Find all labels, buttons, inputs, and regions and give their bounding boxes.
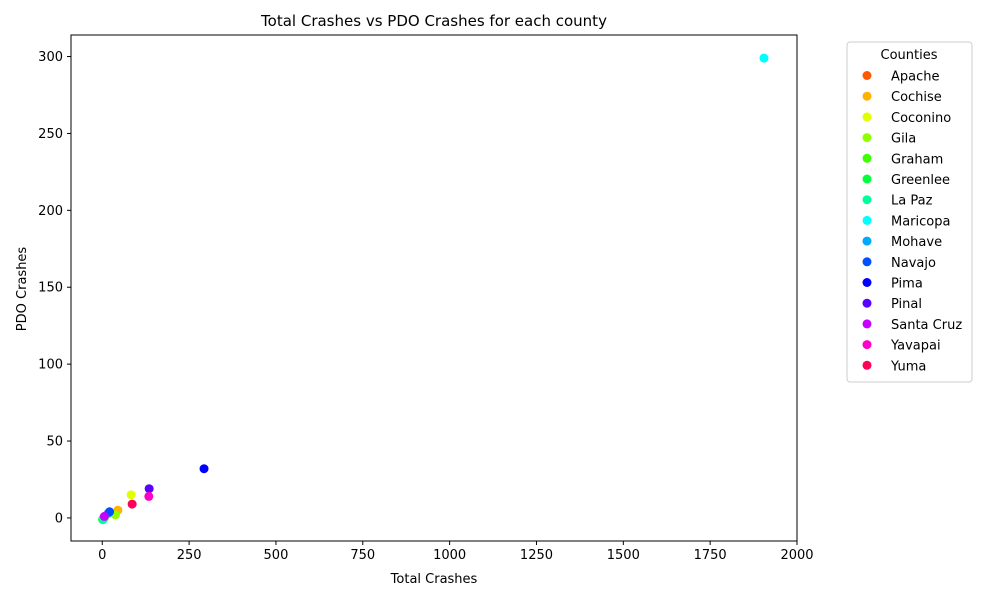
legend: Counties Apache Cochise Coconino Gila Graham…	[846, 41, 973, 383]
y-tick-label: 150	[38, 281, 63, 296]
legend-marker	[862, 236, 872, 246]
legend-marker	[862, 340, 872, 350]
y-axis-label: PDO Crashes	[15, 247, 30, 332]
legend-frame	[846, 41, 973, 383]
y-tick-label: 200	[38, 204, 63, 219]
legend-marker	[862, 133, 872, 143]
legend-label: Cochise	[891, 90, 942, 105]
x-tick-label: 750	[350, 548, 375, 563]
x-tick-label: 1750	[694, 548, 727, 563]
legend-items: Apache Cochise Coconino Gila Graham Greenlee L…	[862, 70, 962, 374]
legend-label: Graham	[891, 152, 943, 167]
legend-label: Apache	[891, 70, 940, 85]
x-tick-label: 2000	[780, 548, 813, 563]
x-tick-label: 0	[98, 548, 106, 563]
x-axis-label: Total Crashes	[390, 572, 478, 587]
y-tick-label: 250	[38, 127, 63, 142]
legend-marker	[862, 195, 872, 205]
legend-label: Mohave	[891, 235, 942, 250]
x-tick-label: 1000	[433, 548, 466, 563]
y-axis: 0 50 100 150 200 250 300	[38, 50, 71, 526]
legend-marker	[862, 298, 872, 308]
legend-title: Counties	[881, 48, 938, 63]
data-point-yavapai	[144, 491, 154, 501]
legend-marker	[862, 319, 872, 329]
x-tick-label: 250	[177, 548, 202, 563]
legend-label: Navajo	[891, 256, 936, 271]
data-point-maricopa	[759, 53, 769, 63]
legend-label: Pinal	[891, 297, 922, 312]
legend-marker	[862, 153, 872, 163]
legend-label: Pima	[891, 277, 923, 292]
legend-label: Gila	[891, 132, 916, 147]
x-tick-label: 1500	[607, 548, 640, 563]
y-tick-label: 100	[38, 358, 63, 373]
data-point-pima	[199, 464, 209, 474]
plot-area	[70, 34, 798, 542]
legend-label: Coconino	[891, 111, 951, 126]
legend-label: Greenlee	[891, 173, 950, 188]
legend-label: La Paz	[891, 194, 933, 209]
legend-marker	[862, 257, 872, 267]
legend-marker	[862, 71, 872, 80]
legend-marker	[862, 91, 872, 101]
legend-marker	[862, 174, 872, 184]
legend-marker	[862, 360, 872, 370]
data-point-coconino	[126, 490, 136, 500]
legend-marker	[862, 278, 872, 287]
data-points	[98, 53, 769, 524]
y-tick-label: 0	[55, 511, 63, 526]
legend-label: Yavapai	[890, 339, 941, 354]
y-tick-label: 300	[38, 50, 63, 65]
data-point-yuma	[127, 499, 137, 509]
legend-label: Yuma	[890, 359, 926, 374]
legend-marker	[862, 112, 872, 122]
y-tick-label: 50	[46, 435, 63, 450]
chart-title: Total Crashes vs PDO Crashes for each co…	[260, 12, 607, 30]
data-point-pinal	[144, 484, 154, 494]
plot-frame	[70, 34, 798, 542]
data-point-santa-cruz	[99, 511, 109, 521]
legend-marker	[862, 215, 872, 225]
x-axis: 0 250 500 750 1000 1250 1500 1750 2000	[98, 541, 814, 563]
x-tick-label: 500	[264, 548, 289, 563]
legend-label: Santa Cruz	[891, 318, 962, 333]
x-tick-label: 1250	[520, 548, 553, 563]
legend-label: Maricopa	[891, 214, 950, 229]
